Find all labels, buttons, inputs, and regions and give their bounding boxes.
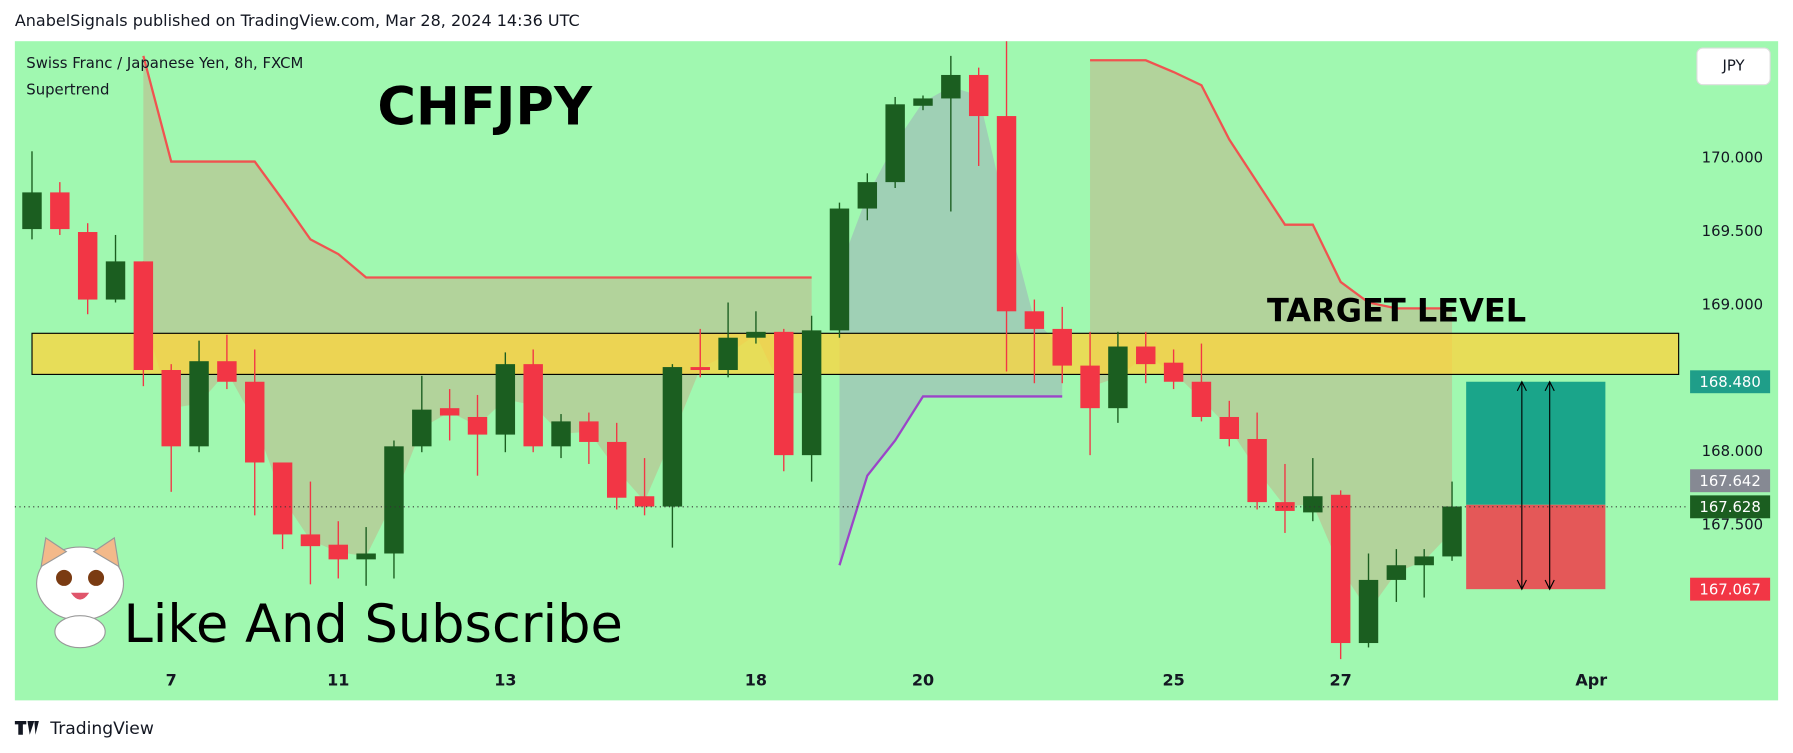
price-label-box <box>1690 577 1771 601</box>
x-tick-label: 11 <box>327 670 349 689</box>
candle-body <box>1275 502 1295 511</box>
candle-body <box>718 337 738 371</box>
candle-body <box>217 361 237 382</box>
candle-body <box>328 544 348 560</box>
candle-body <box>1330 494 1351 644</box>
price-label: 167.067 <box>1699 580 1760 598</box>
price-label-box <box>1690 495 1771 519</box>
candle-body <box>801 330 822 456</box>
candle-body <box>662 367 683 507</box>
cat-icon <box>36 536 125 649</box>
x-tick-label: 27 <box>1330 670 1352 689</box>
candle-body <box>968 74 989 117</box>
candle-body <box>634 496 655 507</box>
candle-body <box>300 534 321 547</box>
y-tick-label: 169.500 <box>1702 222 1763 240</box>
candle-body <box>356 553 376 560</box>
annotation: Like And Subscribe <box>123 594 622 655</box>
trend-fill <box>143 55 812 557</box>
candle-body <box>1080 365 1100 409</box>
candle-body <box>105 261 126 300</box>
candle-body <box>829 208 850 331</box>
candle-body <box>606 441 627 498</box>
candle-body <box>1108 346 1128 409</box>
candle-body <box>22 192 42 230</box>
arrow-head <box>1544 380 1555 591</box>
candle-body <box>523 364 543 447</box>
candle-body <box>1303 496 1323 513</box>
price-label: 167.628 <box>1699 498 1760 516</box>
candle-body <box>439 408 460 416</box>
profit-zone <box>1466 381 1606 505</box>
price-label: 168.480 <box>1699 373 1760 391</box>
currency-button[interactable] <box>1696 47 1771 86</box>
y-tick-label: 170.000 <box>1702 149 1763 167</box>
candle-body <box>1191 381 1212 417</box>
candle-body <box>1442 506 1462 557</box>
candle-body <box>272 462 293 535</box>
candle-body <box>941 74 961 99</box>
candle-body <box>495 364 516 435</box>
x-tick-label: 25 <box>1162 670 1184 689</box>
chart-title: CHFJPY <box>377 76 593 137</box>
x-tick-label: 20 <box>912 670 934 689</box>
candle-body <box>245 381 265 463</box>
candle-body <box>1136 346 1156 365</box>
supertrend-line <box>142 55 1453 310</box>
candle-body <box>412 409 432 447</box>
price-label: 167.642 <box>1699 472 1760 490</box>
x-tick-label: 13 <box>494 670 516 689</box>
header: AnabelSignals published on TradingView.c… <box>15 11 580 30</box>
price-label-box <box>1690 469 1771 493</box>
candle-body <box>746 331 766 338</box>
candle-body <box>1219 416 1240 439</box>
candle-body <box>690 367 710 371</box>
candle-body <box>1358 579 1379 644</box>
symbol: Swiss Franc / Japanese Yen, 8h, FXCM <box>26 54 303 72</box>
supertrend-line <box>838 395 1063 566</box>
candle-body <box>774 331 794 456</box>
candle-body <box>857 182 878 209</box>
candle-body <box>996 116 1017 312</box>
footer: TradingView <box>49 719 154 739</box>
candle-body <box>1386 565 1407 580</box>
price-label-box <box>1690 370 1771 394</box>
target-label: TARGET LEVEL <box>1267 292 1526 330</box>
x-tick-label: Apr <box>1575 670 1607 689</box>
y-tick-label: 168.000 <box>1702 442 1763 460</box>
candle-body <box>161 370 181 447</box>
trend-fill <box>839 86 1063 566</box>
target-zone <box>31 332 1680 375</box>
candle-body <box>50 192 70 230</box>
indicator: Supertrend <box>26 80 109 98</box>
x-tick-label: 18 <box>745 670 767 689</box>
candle-body <box>1024 311 1045 329</box>
candle-body <box>1163 362 1184 382</box>
candle-body <box>133 261 154 371</box>
candle-body <box>467 416 488 435</box>
candle-body <box>913 98 933 106</box>
candle-body <box>1247 438 1267 503</box>
candle-body <box>77 232 98 300</box>
currency: JPY <box>1721 56 1745 74</box>
arrow-head <box>1516 380 1527 591</box>
loss-zone <box>1466 504 1606 590</box>
candle-body <box>1414 556 1434 566</box>
candle-body <box>384 446 404 554</box>
logo <box>14 720 39 735</box>
candle-body <box>885 104 905 183</box>
candle-body <box>1052 328 1072 366</box>
candle-body <box>579 421 599 442</box>
x-tick-label: 7 <box>166 670 177 689</box>
candle-body <box>551 421 571 447</box>
candle-body <box>189 361 209 447</box>
y-tick-label: 167.500 <box>1702 516 1763 534</box>
y-tick-label: 169.000 <box>1702 295 1763 313</box>
